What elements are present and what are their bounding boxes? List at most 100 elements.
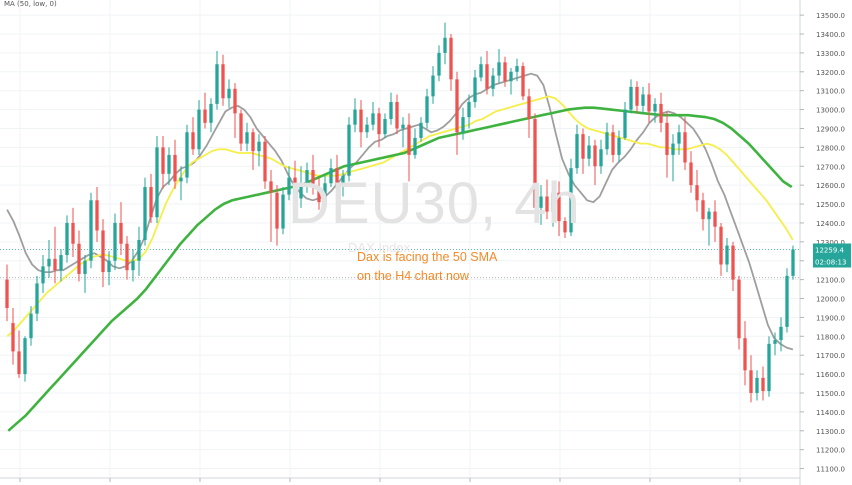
candle-body-61 [371,113,375,125]
candle-body-67 [407,124,411,155]
candle-body-58 [353,109,357,125]
candle-body-41 [251,132,255,152]
candle-body-94 [569,168,573,233]
candle-body-93 [563,221,567,233]
candle-body-115 [695,185,699,201]
candle-body-81 [491,75,495,89]
annotation-line-2: on the H4 chart now [357,269,469,283]
candle-body-129 [779,326,783,341]
candle-body-53 [323,183,327,203]
candle-body-120 [725,245,729,265]
candle-body-6 [41,266,45,284]
candle-body-119 [719,226,723,265]
y-tick-label-14: 12500.0 [816,201,845,209]
candle-body-30 [185,132,189,178]
candle-body-19 [119,222,123,244]
candle-body-62 [377,113,381,135]
candle-body-127 [767,343,771,392]
chart-annotation: Dax is facing the 50 SMA on the H4 chart… [357,248,497,286]
candle-body-28 [173,154,177,182]
candle-body-31 [191,132,195,150]
candle-body-76 [461,117,465,133]
candle-body-87 [527,96,531,120]
candle-body-60 [365,124,369,133]
candle-body-99 [599,149,603,167]
candle-body-131 [791,249,795,276]
y-tick-label-0: 11100.0 [816,466,845,474]
candle-body-35 [215,64,219,104]
candle-body-56 [341,175,345,186]
candle-body-85 [515,66,519,72]
y-tick-label-3: 11400.0 [816,409,845,417]
candle-body-118 [713,211,717,227]
candle-body-24 [149,187,153,218]
candle-body-9 [59,255,63,271]
candle-body-121 [731,245,735,280]
candle-body-111 [671,143,675,155]
candle-body-15 [95,200,99,231]
candle-body-36 [221,64,225,99]
candle-body-44 [269,181,273,193]
candle-body-33 [203,109,207,123]
indicator-legend[interactable]: MA (50, low, 0) [4,0,57,8]
candle-body-47 [287,177,291,195]
candle-body-70 [425,96,429,123]
y-tick-label-19: 13000.0 [816,107,845,115]
candle-body-75 [455,79,459,133]
candle-body-97 [587,145,591,159]
time-axis[interactable] [0,477,800,482]
candle-body-25 [155,147,159,218]
candle-body-18 [113,222,117,261]
candle-body-57 [347,124,351,176]
candle-body-79 [479,64,483,78]
candle-body-17 [107,260,111,273]
candle-body-48 [293,177,297,199]
y-tick-label-21: 13200.0 [816,69,845,77]
candle-body-45 [275,192,279,229]
y-tick-label-7: 11800.0 [816,333,845,341]
candle-body-98 [593,145,597,167]
candle-body-107 [647,94,651,112]
annotation-line-1: Dax is facing the 50 SMA [357,250,498,264]
candle-body-54 [329,168,333,184]
candle-body-11 [71,222,75,244]
candle-body-16 [101,230,105,273]
candle-body-59 [359,109,363,133]
candle-body-77 [467,102,471,118]
y-tick-label-18: 12900.0 [816,125,845,133]
candle-body-38 [233,88,237,114]
candle-body-66 [401,124,405,129]
candle-body-112 [677,132,681,144]
candle-body-55 [335,168,339,186]
candle-body-29 [179,177,183,182]
candle-body-78 [473,77,477,103]
candle-body-69 [419,122,423,138]
candle-body-20 [125,243,129,271]
y-tick-label-16: 12700.0 [816,163,845,171]
candle-body-86 [521,66,525,97]
candle-body-42 [257,141,261,152]
candle-body-37 [227,88,231,99]
candle-body-101 [611,132,615,155]
y-tick-label-23: 13400.0 [816,31,845,39]
candle-body-52 [317,187,321,203]
candle-body-40 [245,132,249,144]
candle-body-122 [737,279,741,339]
candle-body-3 [23,338,27,375]
price-axis[interactable]: 11100.0 11200.0 11300.0 11400.0 11500.0 11600… [799,0,852,485]
candle-body-1 [11,323,15,352]
candle-body-105 [635,86,639,106]
price-label-bg [813,243,851,256]
candle-body-72 [437,52,441,76]
candle-body-89 [539,196,543,208]
candle-body-22 [137,239,141,261]
y-tick-label-20: 13100.0 [816,88,845,96]
candles [5,22,795,403]
candle-body-80 [485,64,489,89]
candle-body-10 [65,222,69,256]
candle-body-74 [449,37,453,80]
candle-body-108 [653,103,657,112]
candle-body-68 [413,137,417,155]
